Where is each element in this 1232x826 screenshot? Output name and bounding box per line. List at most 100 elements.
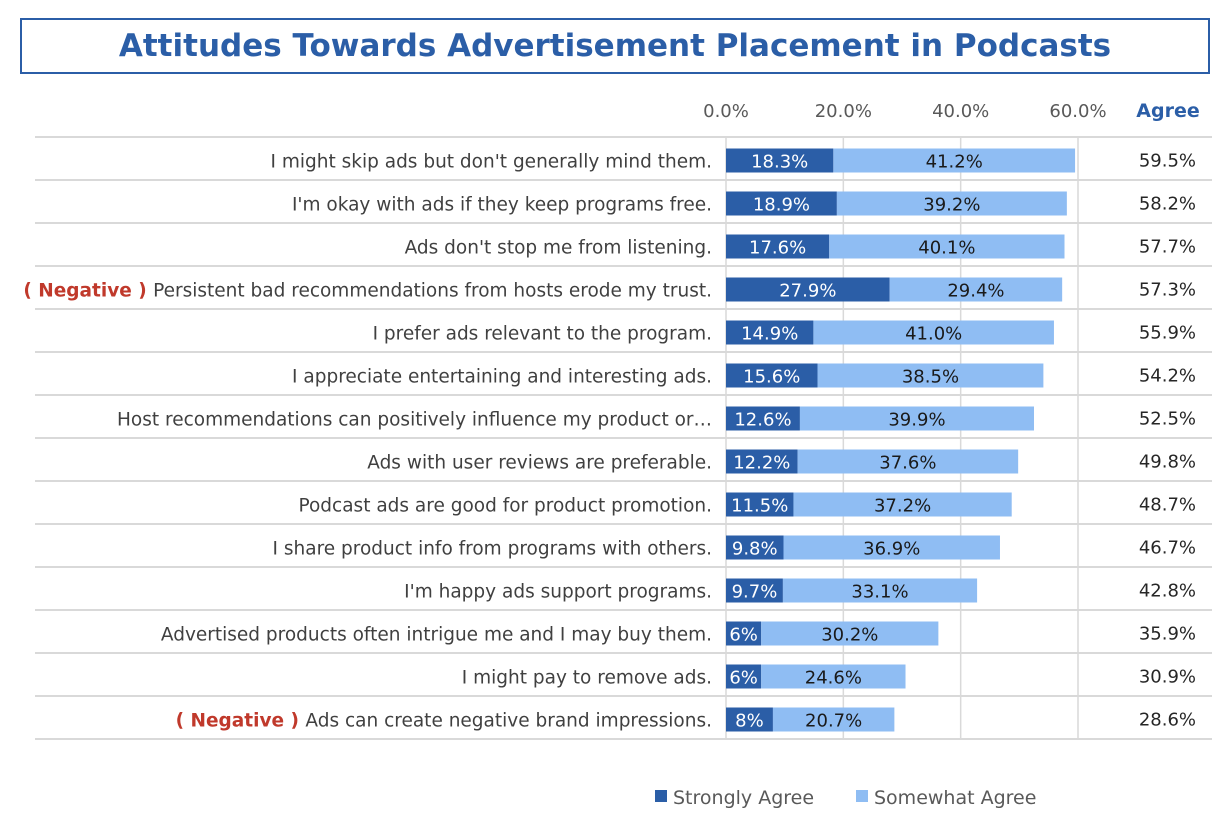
bar-strongly-agree bbox=[726, 578, 783, 603]
bar-data-label: 15.6% bbox=[743, 367, 800, 388]
bar-data-label: 20.7% bbox=[805, 711, 862, 732]
legend-swatch bbox=[655, 790, 667, 802]
category-label: Host recommendations can positively infl… bbox=[117, 410, 712, 431]
bar-somewhat-agree bbox=[761, 621, 939, 646]
bar-somewhat-agree bbox=[772, 707, 895, 732]
category-label: I prefer ads relevant to the program. bbox=[373, 324, 712, 345]
category-text: I'm happy ads support programs. bbox=[404, 582, 712, 603]
category-label: I'm happy ads support programs. bbox=[404, 582, 712, 603]
agree-total: 48.7% bbox=[1139, 495, 1196, 516]
bar-somewhat-agree bbox=[889, 277, 1063, 302]
bar-somewhat-agree bbox=[761, 664, 906, 689]
agree-total: 35.9% bbox=[1139, 624, 1196, 645]
bar-somewhat-agree bbox=[829, 234, 1065, 259]
bar-strongly-agree bbox=[726, 707, 773, 732]
bar-data-label: 9.7% bbox=[732, 582, 778, 603]
x-tick-label: 0.0% bbox=[703, 101, 749, 122]
bar-data-label: 27.9% bbox=[779, 281, 836, 302]
bar-data-label: 14.9% bbox=[741, 324, 798, 345]
category-label: I might pay to remove ads. bbox=[462, 668, 712, 689]
category-text: Host recommendations can positively infl… bbox=[117, 410, 712, 431]
category-text: Persistent bad recommendations from host… bbox=[153, 281, 712, 302]
bar-data-label: 12.2% bbox=[733, 453, 790, 474]
bar-strongly-agree bbox=[726, 621, 762, 646]
legend-label: Somewhat Agree bbox=[874, 787, 1036, 809]
bar-data-label: 11.5% bbox=[731, 496, 788, 517]
bar-data-label: 41.2% bbox=[926, 152, 983, 173]
category-text: I share product info from programs with … bbox=[273, 539, 712, 560]
bar-somewhat-agree bbox=[813, 320, 1054, 345]
agree-header: Agree bbox=[1136, 100, 1199, 122]
category-label: Ads with user reviews are preferable. bbox=[367, 453, 712, 474]
negative-tag: ( Negative ) bbox=[23, 281, 153, 302]
bar-data-label: 30.2% bbox=[821, 625, 878, 646]
category-label: Ads don't stop me from listening. bbox=[405, 238, 712, 259]
bar-somewhat-agree bbox=[833, 148, 1076, 173]
bar-strongly-agree bbox=[726, 449, 798, 474]
category-label: I'm okay with ads if they keep programs … bbox=[292, 195, 712, 216]
bar-data-label: 38.5% bbox=[902, 367, 959, 388]
category-text: Ads with user reviews are preferable. bbox=[367, 453, 712, 474]
category-label: ( Negative ) Ads can create negative bra… bbox=[176, 711, 712, 732]
agree-total: 49.8% bbox=[1139, 452, 1196, 473]
category-text: Advertised products often intrigue me an… bbox=[161, 625, 712, 646]
agree-total: 42.8% bbox=[1139, 581, 1196, 602]
category-text: I'm okay with ads if they keep programs … bbox=[292, 195, 712, 216]
agree-total: 52.5% bbox=[1139, 409, 1196, 430]
bar-data-label: 18.3% bbox=[751, 152, 808, 173]
agree-total: 59.5% bbox=[1139, 151, 1196, 172]
bar-data-label: 39.2% bbox=[923, 195, 980, 216]
legend-label: Strongly Agree bbox=[673, 787, 814, 809]
category-text: I appreciate entertaining and interestin… bbox=[292, 367, 712, 388]
agree-total: 58.2% bbox=[1139, 194, 1196, 215]
category-text: Podcast ads are good for product promoti… bbox=[298, 496, 712, 517]
bar-data-label: 18.9% bbox=[753, 195, 810, 216]
legend-swatch bbox=[856, 790, 868, 802]
category-label: Advertised products often intrigue me an… bbox=[161, 625, 712, 646]
category-label: I might skip ads but don't generally min… bbox=[271, 152, 712, 173]
bar-data-label: 9.8% bbox=[732, 539, 778, 560]
bar-data-label: 36.9% bbox=[863, 539, 920, 560]
category-label: ( Negative ) Persistent bad recommendati… bbox=[23, 281, 712, 302]
bar-data-label: 37.6% bbox=[879, 453, 936, 474]
category-label: Podcast ads are good for product promoti… bbox=[298, 496, 712, 517]
category-text: Ads can create negative brand impression… bbox=[305, 711, 712, 732]
bar-somewhat-agree bbox=[793, 492, 1012, 517]
bar-strongly-agree bbox=[726, 664, 762, 689]
agree-total: 30.9% bbox=[1139, 667, 1196, 688]
bar-somewhat-agree bbox=[782, 578, 978, 603]
bar-data-label: 24.6% bbox=[805, 668, 862, 689]
category-text: I might pay to remove ads. bbox=[462, 668, 712, 689]
bar-somewhat-agree bbox=[797, 449, 1019, 474]
category-text: I might skip ads but don't generally min… bbox=[271, 152, 712, 173]
bar-data-label: 17.6% bbox=[749, 238, 806, 259]
bar-data-label: 29.4% bbox=[947, 281, 1004, 302]
agree-total: 46.7% bbox=[1139, 538, 1196, 559]
category-text: I prefer ads relevant to the program. bbox=[373, 324, 712, 345]
bar-strongly-agree bbox=[726, 492, 794, 517]
bar-data-label: 6% bbox=[729, 668, 758, 689]
bar-somewhat-agree bbox=[817, 363, 1044, 388]
bar-strongly-agree bbox=[726, 277, 890, 302]
bar-data-label: 37.2% bbox=[874, 496, 931, 517]
x-tick-label: 20.0% bbox=[815, 101, 872, 122]
negative-tag: ( Negative ) bbox=[176, 711, 306, 732]
bar-data-label: 12.6% bbox=[734, 410, 791, 431]
bar-strongly-agree bbox=[726, 406, 800, 431]
bar-strongly-agree bbox=[726, 320, 814, 345]
bar-data-label: 40.1% bbox=[918, 238, 975, 259]
bar-strongly-agree bbox=[726, 234, 830, 259]
bar-data-label: 33.1% bbox=[851, 582, 908, 603]
bar-data-label: 39.9% bbox=[888, 410, 945, 431]
bar-strongly-agree bbox=[726, 148, 834, 173]
agree-total: 54.2% bbox=[1139, 366, 1196, 387]
agree-total: 57.7% bbox=[1139, 237, 1196, 258]
bar-data-label: 6% bbox=[729, 625, 758, 646]
bar-somewhat-agree bbox=[836, 191, 1067, 216]
category-label: I appreciate entertaining and interestin… bbox=[292, 367, 712, 388]
category-text: Ads don't stop me from listening. bbox=[405, 238, 712, 259]
bar-strongly-agree bbox=[726, 191, 837, 216]
agree-total: 28.6% bbox=[1139, 710, 1196, 731]
x-tick-label: 60.0% bbox=[1049, 101, 1106, 122]
